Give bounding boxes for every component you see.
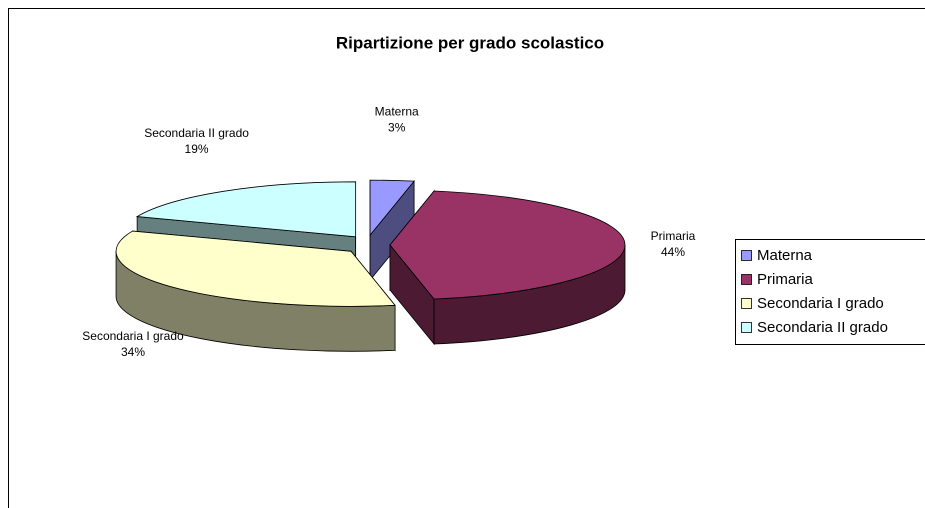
- legend-swatch: [741, 250, 752, 261]
- slice: [115, 230, 396, 307]
- slice-value: 3%: [388, 121, 406, 135]
- legend-box: [735, 239, 925, 345]
- legend-swatch: [741, 274, 752, 285]
- slice-label: Secondaria I grado: [82, 329, 184, 343]
- slice: [389, 190, 626, 300]
- slice-label: Materna: [375, 105, 419, 119]
- legend-label: Secondaria I grado: [757, 295, 884, 312]
- legend-label: Secondaria II grado: [757, 319, 888, 336]
- legend-swatch: [741, 322, 752, 333]
- slice: [135, 181, 357, 238]
- slice-value: 34%: [121, 345, 145, 359]
- legend-swatch: [741, 298, 752, 309]
- legend-label: Primaria: [757, 271, 813, 288]
- slice-value: 44%: [661, 245, 685, 259]
- slice-value: 19%: [185, 142, 209, 156]
- slice: [369, 179, 415, 237]
- slice-label: Secondaria II grado: [144, 126, 249, 140]
- chart-title: Ripartizione per grado scolastico: [336, 33, 604, 52]
- legend-label: Materna: [757, 247, 813, 264]
- slice-label: Primaria: [651, 229, 696, 243]
